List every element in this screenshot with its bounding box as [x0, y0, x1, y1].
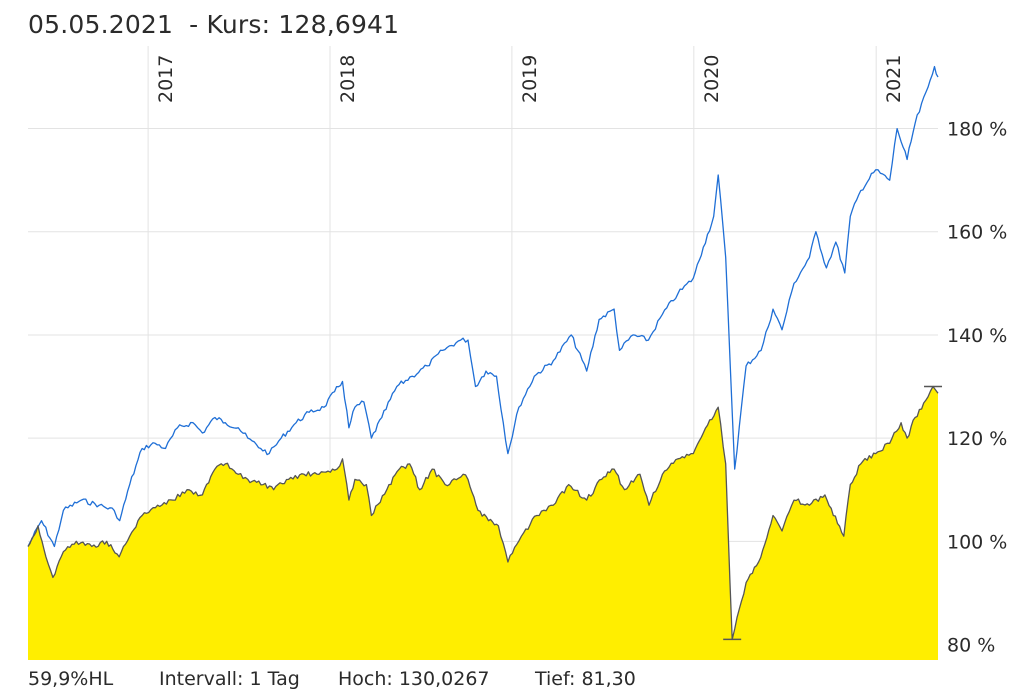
y-tick-label: 120 %: [947, 428, 1007, 450]
interval-stat: Intervall: 1 Tag: [159, 668, 300, 690]
y-tick-label: 180 %: [947, 119, 1007, 141]
y-tick-label: 100 %: [947, 531, 1007, 553]
quote-price: - Kurs: 128,6941: [189, 10, 400, 39]
fund-area: [28, 386, 938, 660]
y-tick-label: 140 %: [947, 325, 1007, 347]
quote-date: 05.05.2021: [28, 10, 174, 39]
x-tick-label: 2018: [337, 55, 359, 103]
chart-title: 05.05.2021 - Kurs: 128,6941: [28, 10, 399, 39]
benchmark-line: [27, 65, 939, 548]
hl-stat: 59,9%HL: [28, 668, 114, 690]
high-stat: Hoch: 130,0267: [338, 668, 490, 690]
x-axis-ticks: 2017 2018 2019 2020 2021: [155, 55, 905, 103]
y-axis-ticks: 80 % 100 % 120 % 140 % 160 % 180 %: [947, 119, 1007, 657]
x-tick-label: 2020: [701, 55, 723, 103]
low-stat: Tief: 81,30: [535, 668, 636, 690]
fund-line: [27, 385, 939, 641]
series-lines: [27, 65, 939, 641]
high-low-markers: [723, 385, 943, 641]
y-tick-label: 160 %: [947, 222, 1007, 244]
performance-chart: 2017 2018 2019 2020 2021 80 % 100 % 120 % 140 %…: [27, 46, 1007, 660]
x-tick-label: 2017: [155, 55, 177, 103]
fund-area-fill: [28, 386, 938, 660]
y-tick-label: 80 %: [947, 635, 995, 657]
x-tick-label: 2019: [519, 55, 541, 103]
x-tick-label: 2021: [883, 55, 905, 103]
